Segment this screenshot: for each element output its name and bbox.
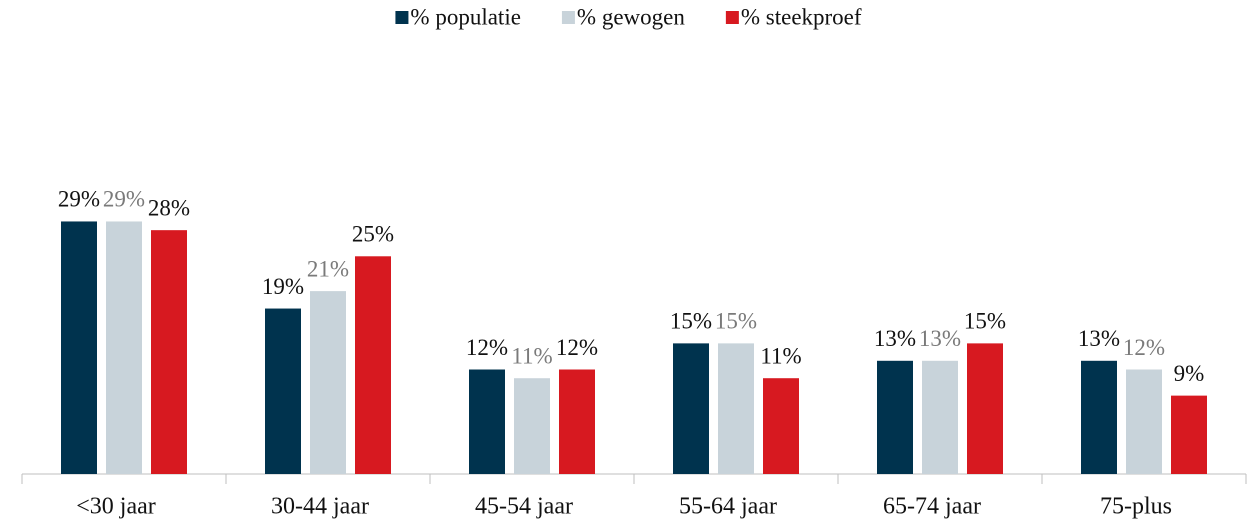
bar — [106, 221, 142, 474]
bar — [967, 343, 1003, 474]
x-tick-label: 75-plus — [1100, 494, 1172, 520]
data-label: 15% — [715, 309, 757, 334]
data-label: 29% — [103, 187, 145, 212]
data-label: 21% — [307, 256, 349, 281]
bar — [310, 291, 346, 474]
x-tick-label: 45-54 jaar — [475, 494, 573, 520]
data-label: 11% — [760, 343, 801, 368]
data-label: 12% — [466, 335, 508, 360]
data-label: 15% — [964, 309, 1006, 334]
legend-swatch — [561, 11, 575, 24]
bar — [61, 221, 97, 474]
bar — [1081, 360, 1117, 474]
legend-swatch — [725, 11, 739, 24]
bar — [469, 369, 505, 474]
data-label: 12% — [556, 335, 598, 360]
legend-label: % populatie — [410, 4, 521, 29]
data-label: 13% — [874, 326, 916, 351]
data-label: 11% — [511, 343, 552, 368]
data-label: 19% — [262, 274, 304, 299]
legend-swatch — [395, 11, 409, 24]
data-label: 28% — [148, 195, 190, 220]
bar — [718, 343, 754, 474]
bar — [673, 343, 709, 474]
data-label: 29% — [58, 187, 100, 212]
bar — [922, 360, 958, 474]
data-label: 15% — [670, 309, 712, 334]
bar — [514, 378, 550, 474]
bar — [877, 360, 913, 474]
bar — [265, 308, 301, 474]
legend-label: % steekproef — [741, 4, 862, 29]
legend-label: % gewogen — [577, 4, 685, 29]
data-label: 25% — [352, 222, 394, 247]
x-tick-label: <30 jaar — [76, 494, 156, 520]
x-tick-label: 65-74 jaar — [883, 494, 981, 520]
bar — [559, 369, 595, 474]
data-label: 13% — [919, 326, 961, 351]
data-label: 9% — [1174, 361, 1205, 386]
x-tick-label: 55-64 jaar — [679, 494, 777, 520]
bar — [1171, 395, 1207, 474]
x-tick-label: 30-44 jaar — [271, 494, 369, 520]
bar — [151, 230, 187, 474]
bar — [355, 256, 391, 474]
data-label: 12% — [1123, 335, 1165, 360]
data-label: 13% — [1078, 326, 1120, 351]
bar — [1126, 369, 1162, 474]
bar — [763, 378, 799, 474]
